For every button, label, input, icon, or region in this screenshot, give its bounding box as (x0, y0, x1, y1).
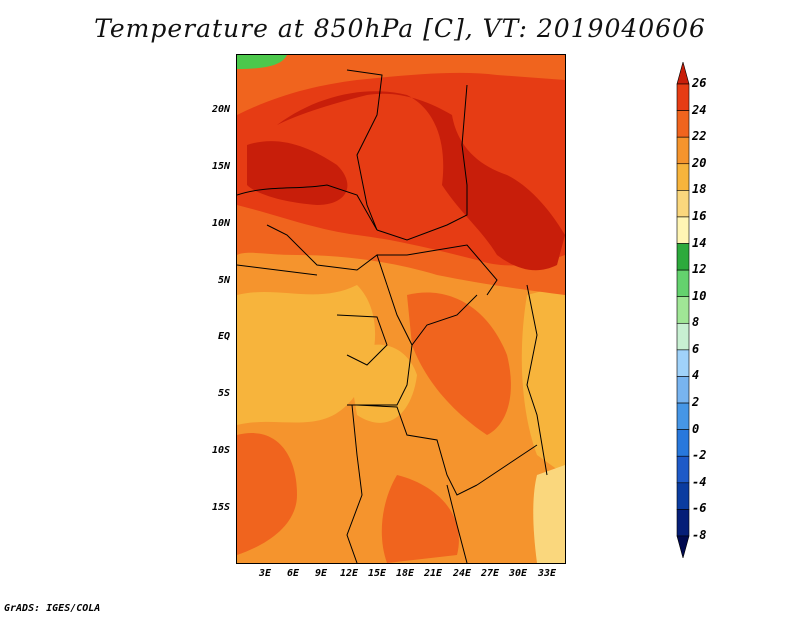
lon-label-9e: 9E (314, 568, 328, 579)
colorbar-segment (676, 296, 690, 324)
country-borders (237, 69, 548, 563)
region-red-orange-central (407, 292, 511, 435)
colorbar-bottom-arrow (676, 535, 690, 560)
border-tanzania (476, 444, 538, 486)
grads-credit: GrADS: IGES/COLA (4, 603, 101, 614)
border-angola-west (346, 404, 363, 563)
lat-label-20n: 20N (211, 104, 230, 115)
lon-label-15e: 15E (367, 568, 387, 579)
border-car (377, 244, 498, 296)
colorbar-segment (676, 269, 690, 298)
colorbar (676, 60, 690, 562)
colorbar-label: 16 (692, 208, 707, 223)
colorbar-segment (676, 376, 690, 404)
colorbar-segment (676, 509, 690, 537)
colorbar-label: 12 (692, 262, 707, 277)
colorbar-segment (676, 136, 690, 165)
lon-label-24e: 24E (452, 568, 472, 579)
border-niger-chad (346, 69, 383, 231)
colorbar-segment (676, 349, 690, 377)
region-light-orange-east (521, 285, 565, 475)
border-angola-east (356, 404, 478, 496)
lat-label-5s: 5S (217, 388, 230, 399)
colorbar-label: -2 (692, 448, 707, 463)
lon-label-6e: 6E (286, 568, 300, 579)
colorbar-label: 14 (692, 235, 707, 250)
lat-label-5n: 5N (217, 275, 230, 286)
colorbar-label: -4 (692, 474, 707, 489)
colorbar-segment (676, 216, 690, 244)
colorbar-segment (676, 110, 690, 138)
region-red-orange-southwest (237, 433, 297, 555)
lon-label-21e: 21E (423, 568, 443, 579)
border-nigeria-cameroon (266, 224, 388, 286)
colorbar-label: 8 (692, 315, 700, 330)
region-yellow-east (533, 465, 565, 563)
border-congo-drc (347, 344, 413, 406)
lon-label-33e: 33E (537, 568, 557, 579)
colorbar-segment (676, 429, 690, 457)
lon-label-18e: 18E (395, 568, 415, 579)
region-deep-red-chad (277, 91, 565, 271)
colorbar-label: 26 (692, 76, 707, 90)
border-zambia (446, 484, 468, 563)
colorbar-label: -8 (692, 528, 707, 542)
colorbar-segment (676, 455, 690, 484)
colorbar-label: -6 (692, 501, 707, 516)
colorbar-svg (676, 60, 690, 560)
chart-title: Temperature at 850hPa [C], VT: 201904060… (94, 14, 706, 43)
colorbar-label: 24 (692, 102, 707, 117)
colorbar-top-arrow (676, 60, 690, 85)
map-canvas (237, 55, 565, 563)
border-nigeria-north (237, 184, 378, 231)
border-coast (237, 264, 318, 276)
temperature-map (236, 54, 566, 564)
lon-label-27e: 27E (480, 568, 500, 579)
colorbar-segment (676, 163, 690, 191)
lat-label-10s: 10S (211, 445, 230, 456)
border-lakes (526, 284, 548, 476)
border-car-drc (386, 284, 478, 346)
colorbar-segment (676, 322, 690, 351)
colorbar-label: 6 (692, 341, 700, 356)
lat-label-15n: 15N (211, 161, 230, 172)
colorbar-label: 22 (692, 129, 707, 144)
colorbar-segment (676, 482, 690, 510)
region-light-orange-west (237, 285, 376, 425)
border-chad-sudan (376, 84, 468, 241)
colorbar-label: 20 (692, 155, 707, 170)
colorbar-label: 4 (692, 368, 700, 383)
border-gabon-congo (336, 314, 388, 366)
lat-label-eq: EQ (217, 331, 230, 342)
colorbar-label: 0 (692, 421, 700, 436)
lon-label-3e: 3E (258, 568, 272, 579)
lon-label-12e: 12E (339, 568, 359, 579)
lat-label-15s: 15S (211, 502, 230, 513)
colorbar-label: 10 (692, 288, 707, 303)
colorbar-segment (676, 83, 690, 111)
region-red-orange-south (381, 475, 459, 563)
lat-label-10n: 10N (211, 218, 230, 229)
colorbar-segment (676, 402, 690, 430)
region-green-northwest (237, 55, 287, 69)
lon-label-30e: 30E (508, 568, 528, 579)
colorbar-label: 2 (692, 395, 700, 410)
colorbar-label: 18 (692, 182, 707, 197)
colorbar-segment (676, 243, 690, 271)
colorbar-segment (676, 190, 690, 218)
